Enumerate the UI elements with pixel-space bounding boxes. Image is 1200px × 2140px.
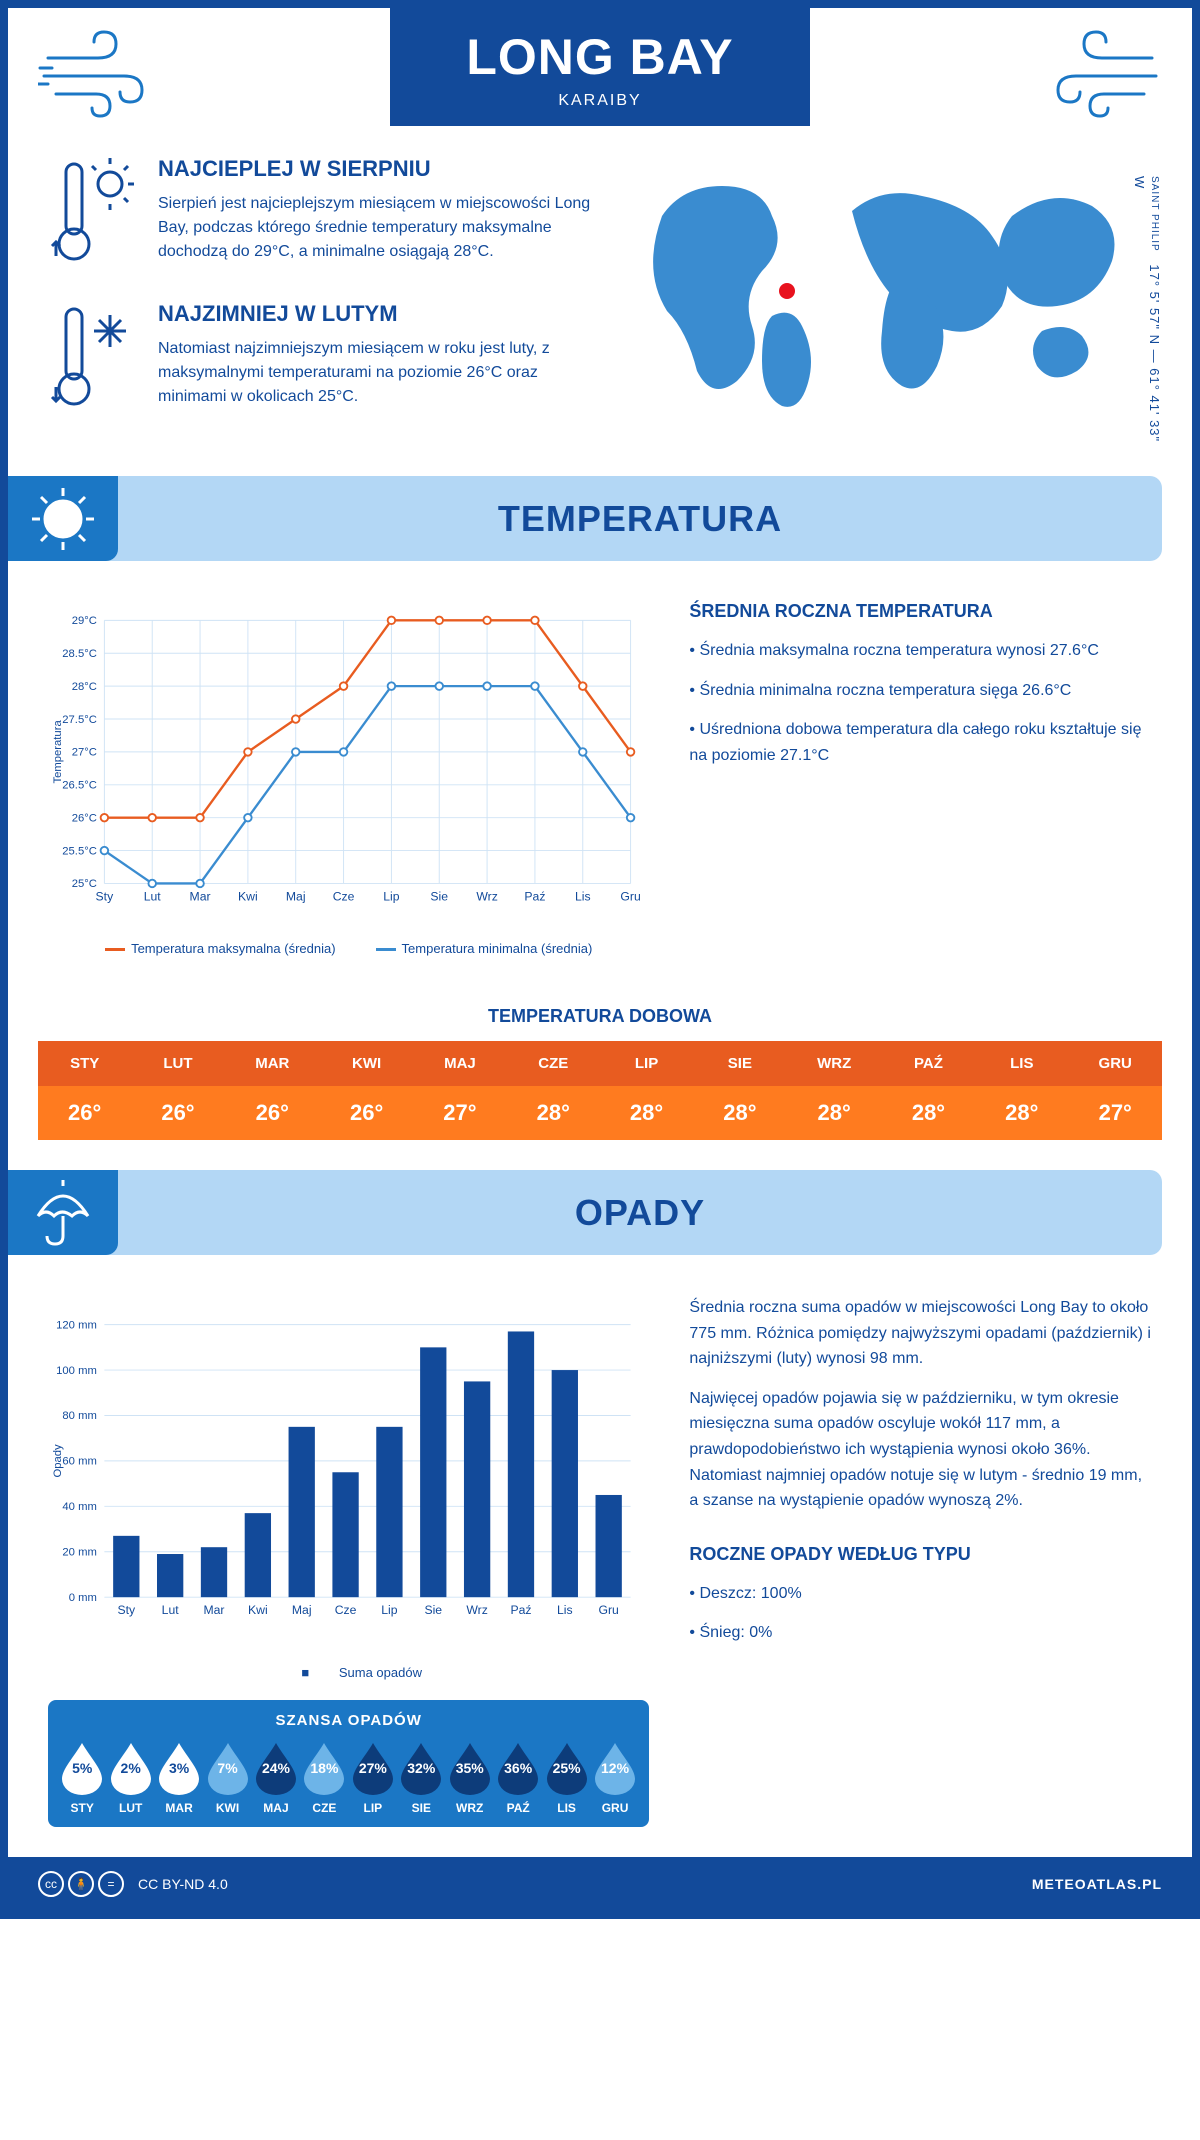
svg-text:Lut: Lut <box>162 1603 180 1617</box>
daily-temp-title: TEMPERATURA DOBOWA <box>8 1006 1192 1027</box>
svg-text:Lis: Lis <box>575 889 591 903</box>
wind-icon-right <box>1022 28 1162 123</box>
svg-text:Wrz: Wrz <box>476 889 497 903</box>
coldest-title: NAJZIMNIEJ W LUTYM <box>158 301 602 327</box>
coldest-text: Natomiast najzimniejszym miesiącem w rok… <box>158 337 602 409</box>
warmest-text: Sierpień jest najcieplejszym miesiącem w… <box>158 192 602 264</box>
chance-panel: SZANSA OPADÓW 5% STY 2% LUT 3% MAR 7% KW… <box>48 1700 649 1827</box>
svg-text:Sty: Sty <box>117 1603 136 1617</box>
svg-text:Lut: Lut <box>144 889 162 903</box>
svg-text:Lis: Lis <box>557 1603 573 1617</box>
svg-text:26°C: 26°C <box>72 812 97 824</box>
sun-icon <box>8 476 118 561</box>
svg-text:25°C: 25°C <box>72 878 97 890</box>
svg-text:Maj: Maj <box>286 889 306 903</box>
license-text: CC BY-ND 4.0 <box>138 1876 228 1892</box>
precip-type-bullets: Deszcz: 100%Śnieg: 0% <box>689 1581 1152 1646</box>
svg-text:Sie: Sie <box>430 889 448 903</box>
svg-text:28.5°C: 28.5°C <box>62 648 97 660</box>
svg-text:0 mm: 0 mm <box>69 1592 97 1604</box>
svg-text:40 mm: 40 mm <box>62 1501 96 1513</box>
svg-text:27°C: 27°C <box>72 747 97 759</box>
coldest-block: NAJZIMNIEJ W LUTYM Natomiast najzimniejs… <box>48 301 602 416</box>
section-head-temperature: TEMPERATURA <box>8 476 1162 561</box>
svg-text:27.5°C: 27.5°C <box>62 714 97 726</box>
svg-text:Maj: Maj <box>292 1603 312 1617</box>
svg-text:100 mm: 100 mm <box>56 1365 97 1377</box>
temp-side-bullets: Średnia maksymalna roczna temperatura wy… <box>689 638 1152 768</box>
temperature-legend: Temperatura maksymalna (średnia) Tempera… <box>48 941 649 956</box>
svg-text:Paź: Paź <box>510 1603 531 1617</box>
precip-p2: Najwięcej opadów pojawia się w październ… <box>689 1386 1152 1514</box>
svg-text:Lip: Lip <box>383 889 399 903</box>
svg-text:Mar: Mar <box>203 1603 224 1617</box>
svg-text:Cze: Cze <box>335 1603 357 1617</box>
svg-text:Gru: Gru <box>620 889 640 903</box>
thermometer-snow-icon <box>48 301 138 416</box>
daily-temp-strip: STYLUTMARKWIMAJCZELIPSIEWRZPAŹLISGRU26°2… <box>38 1041 1162 1140</box>
svg-text:28°C: 28°C <box>72 681 97 693</box>
location-title: LONG BAY <box>450 28 750 86</box>
precip-legend: ■ Suma opadów <box>48 1665 649 1680</box>
temperature-title: TEMPERATURA <box>118 498 1162 540</box>
cc-icon: cc🧍= <box>38 1871 128 1897</box>
svg-text:26.5°C: 26.5°C <box>62 780 97 792</box>
umbrella-icon <box>8 1170 118 1255</box>
section-head-precip: OPADY <box>8 1170 1162 1255</box>
temperature-line-chart: 25°C 25.5°C 26°C 26.5°C 27°C 27.5°C 28°C 28.5°C… <box>48 601 649 931</box>
svg-text:Sty: Sty <box>96 889 115 903</box>
svg-text:120 mm: 120 mm <box>56 1319 97 1331</box>
location-subtitle: KARAIBY <box>450 92 750 110</box>
precip-title: OPADY <box>118 1192 1162 1234</box>
precip-p1: Średnia roczna suma opadów w miejscowośc… <box>689 1295 1152 1372</box>
chance-title: SZANSA OPADÓW <box>58 1712 639 1729</box>
svg-text:29°C: 29°C <box>72 615 97 627</box>
site-name: METEOATLAS.PL <box>1032 1876 1162 1892</box>
svg-text:60 mm: 60 mm <box>62 1456 96 1468</box>
svg-text:Lip: Lip <box>381 1603 397 1617</box>
svg-text:Temperatura: Temperatura <box>52 720 64 784</box>
svg-text:Wrz: Wrz <box>466 1603 487 1617</box>
svg-text:25.5°C: 25.5°C <box>62 845 97 857</box>
warmest-title: NAJCIEPLEJ W SIERPNIU <box>158 156 602 182</box>
title-banner: LONG BAY KARAIBY <box>390 8 810 126</box>
svg-text:Gru: Gru <box>598 1603 618 1617</box>
svg-text:Mar: Mar <box>190 889 211 903</box>
svg-text:Kwi: Kwi <box>248 1603 268 1617</box>
wind-icon-left <box>38 28 178 123</box>
svg-text:Kwi: Kwi <box>238 889 258 903</box>
thermometer-sun-icon <box>48 156 138 271</box>
svg-text:Opady: Opady <box>52 1444 64 1478</box>
world-map <box>632 156 1152 421</box>
footer: cc🧍= CC BY-ND 4.0 METEOATLAS.PL <box>8 1857 1192 1911</box>
warmest-block: NAJCIEPLEJ W SIERPNIU Sierpień jest najc… <box>48 156 602 271</box>
svg-text:Cze: Cze <box>333 889 355 903</box>
svg-text:Sie: Sie <box>424 1603 442 1617</box>
svg-text:20 mm: 20 mm <box>62 1546 96 1558</box>
temp-side-title: ŚREDNIA ROCZNA TEMPERATURA <box>689 601 1152 622</box>
precip-bar-chart: 0 mm 20 mm 40 mm 60 mm 80 mm 100 mm 120 mm Opad… <box>48 1295 649 1655</box>
precip-type-title: ROCZNE OPADY WEDŁUG TYPU <box>689 1544 1152 1565</box>
svg-text:80 mm: 80 mm <box>62 1410 96 1422</box>
coordinates: SAINT PHILIP 17° 5' 57" N — 61° 41' 33" … <box>1132 176 1162 446</box>
svg-text:Paź: Paź <box>524 889 545 903</box>
